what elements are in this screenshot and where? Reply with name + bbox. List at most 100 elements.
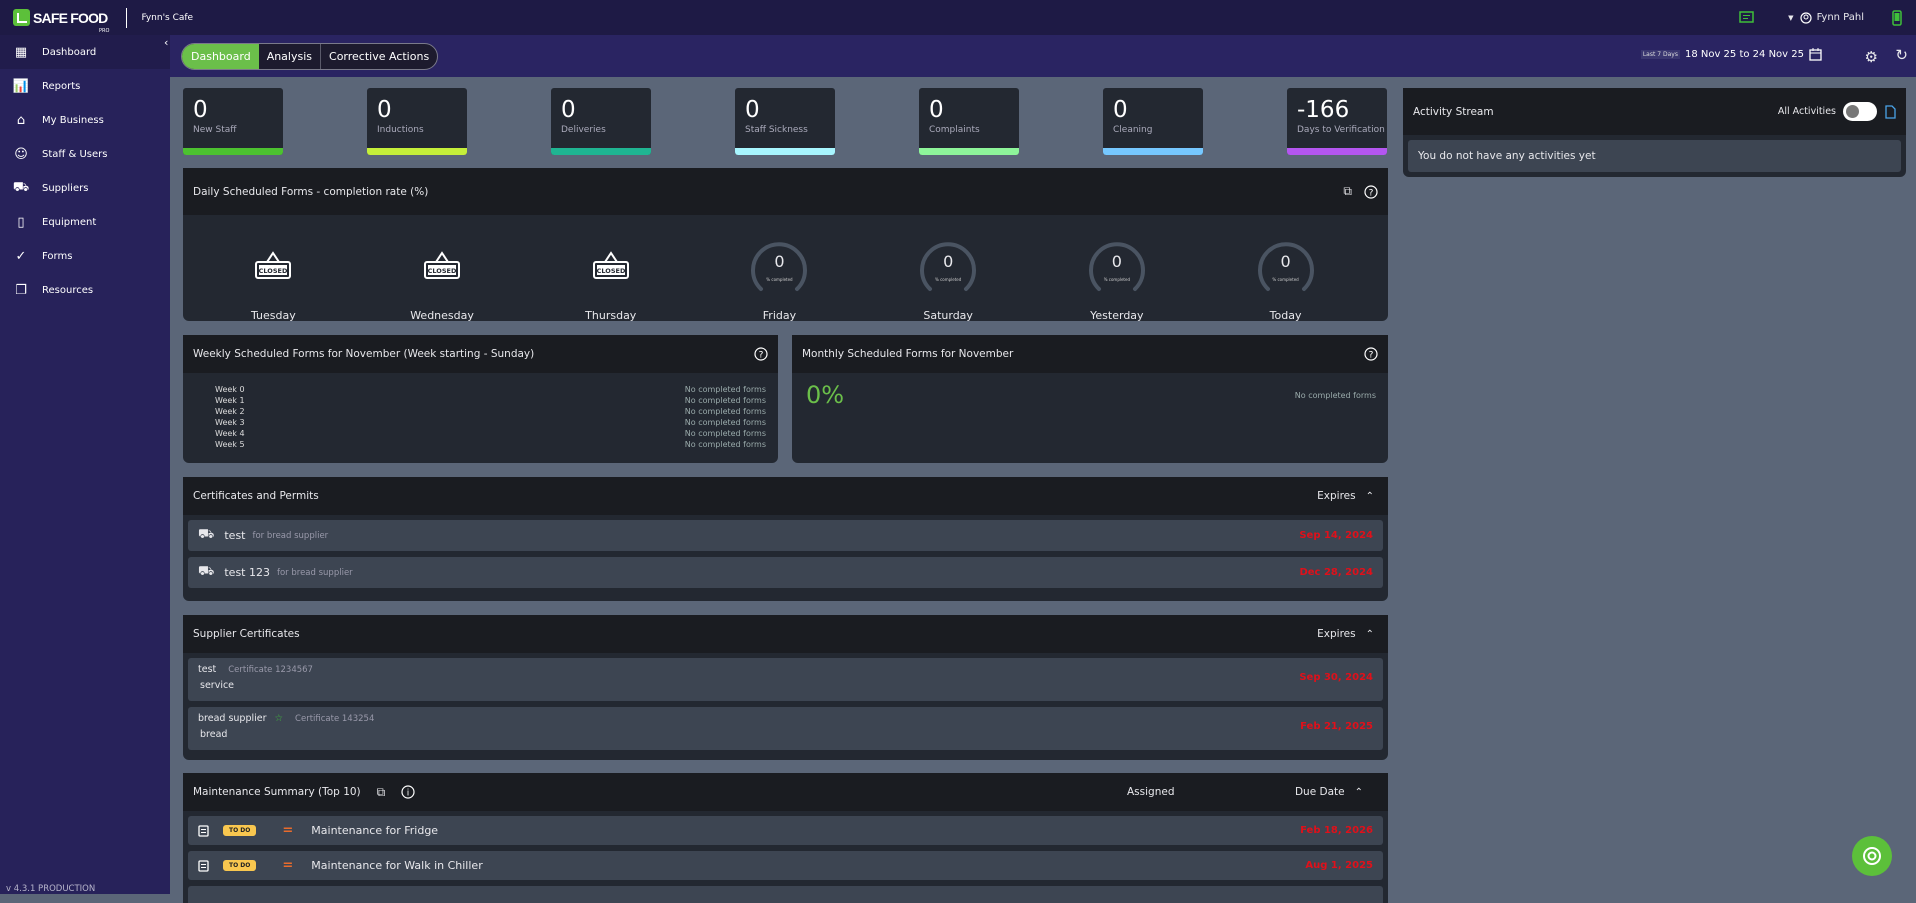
supplier-certificate-row[interactable]: test Certificate 1234567 service Sep 30, 20… xyxy=(188,658,1383,701)
stat-card[interactable]: 0 Complaints xyxy=(919,88,1019,155)
panel-title: Monthly Scheduled Forms for November xyxy=(802,348,1014,360)
stat-label: Staff Sickness xyxy=(745,125,808,135)
tab-dashboard[interactable]: Dashboard xyxy=(182,44,259,69)
day-name: Today xyxy=(1269,309,1302,321)
stat-card[interactable]: 0 Cleaning xyxy=(1103,88,1203,155)
dropdown-caret-icon[interactable]: ▼ xyxy=(1788,13,1794,22)
stat-label: Complaints xyxy=(929,125,980,135)
help-icon[interactable]: ? xyxy=(1364,347,1378,361)
sort-expires[interactable]: Expires ⌃ xyxy=(1317,490,1374,502)
weekly-forms-panel: Weekly Scheduled Forms for November (Wee… xyxy=(183,335,778,463)
sidebar: ▦ Dashboard 📊 Reports ⌂ My Business ☺ Staff & U… xyxy=(0,35,170,894)
top-bar: SAFE FOOD PRO Fynn's Cafe ▼ Fynn Pahl xyxy=(0,0,1916,35)
sidebar-item-equipment[interactable]: ▯ Equipment xyxy=(0,205,170,239)
day-name: Friday xyxy=(762,309,797,321)
stat-label: Inductions xyxy=(377,125,424,135)
certificate-row[interactable]: ⛟ test 123 for bread supplier Dec 28, 2024 xyxy=(188,557,1383,588)
sidebar-item-label: Dashboard xyxy=(42,46,97,58)
tab-analysis[interactable]: Analysis xyxy=(266,50,313,63)
sidebar-item-staff-users[interactable]: ☺ Staff & Users xyxy=(0,137,170,171)
help-icon[interactable]: ? xyxy=(1364,184,1378,199)
status-badge: TO DO xyxy=(223,825,257,836)
version-label: v 4.3.1 PRODUCTION xyxy=(6,884,96,894)
stat-value: 0 xyxy=(745,97,760,123)
sort-expires[interactable]: Expires ⌃ xyxy=(1317,628,1374,640)
panel-title: Activity Stream xyxy=(1413,105,1494,118)
sort-label: Expires xyxy=(1317,628,1356,640)
logo[interactable]: SAFE FOOD PRO xyxy=(13,9,109,34)
sort-label: Expires xyxy=(1317,490,1356,502)
stat-card[interactable]: 0 Staff Sickness xyxy=(735,88,835,155)
date-preset: Last 7 Days xyxy=(1640,50,1680,59)
collapse-sidebar-icon[interactable]: ‹ xyxy=(164,36,169,49)
dashboard-icon: ▦ xyxy=(14,44,28,60)
week-name: Week 0 xyxy=(215,385,245,394)
open-external-icon[interactable]: ⧉ xyxy=(376,784,386,799)
monthly-percent: 0% xyxy=(806,381,845,409)
maintenance-panel: Maintenance Summary (Top 10) ⧉ i Assigne… xyxy=(183,773,1388,903)
sort-due-date[interactable]: Due Date ⌃ xyxy=(1295,786,1363,798)
message-icon[interactable] xyxy=(1739,11,1754,24)
sidebar-item-resources[interactable]: ❐ Resources xyxy=(0,273,170,307)
maintenance-row[interactable]: TO DO = Maintenance for Walk in Chiller Aug… xyxy=(188,851,1383,880)
stat-card[interactable]: 0 Deliveries xyxy=(551,88,651,155)
svg-text:CLOSED: CLOSED xyxy=(428,267,457,275)
date-range: 18 Nov 25 to 24 Nov 25 xyxy=(1684,49,1804,60)
help-chat-button[interactable] xyxy=(1852,836,1892,876)
stat-card[interactable]: 0 New Staff xyxy=(183,88,283,155)
stat-color-bar xyxy=(1287,148,1387,155)
stat-label: New Staff xyxy=(193,125,237,135)
settings-gear-icon[interactable]: ⚙ xyxy=(1864,48,1878,66)
info-icon[interactable]: i xyxy=(401,785,415,799)
sidebar-item-dashboard[interactable]: ▦ Dashboard xyxy=(0,35,170,69)
stat-card[interactable]: -166 Days to Verification xyxy=(1287,88,1387,155)
tab-corrective-actions[interactable]: Corrective Actions xyxy=(320,44,437,69)
priority-medium-icon: = xyxy=(282,858,294,873)
stat-value: 0 xyxy=(561,97,576,123)
sort-label: Due Date xyxy=(1294,786,1345,798)
truck-icon: ⛟ xyxy=(198,564,215,579)
svg-text:i: i xyxy=(407,789,410,799)
user-name[interactable]: Fynn Pahl xyxy=(1816,12,1864,23)
day-name: Thursday xyxy=(585,309,637,321)
stat-value: -166 xyxy=(1297,97,1350,123)
calendar-icon[interactable] xyxy=(1809,48,1822,61)
day-item: 0 % completed Friday xyxy=(719,215,839,321)
day-item: 0 % completed Today xyxy=(1226,215,1346,321)
open-external-icon[interactable]: ⧉ xyxy=(1343,184,1352,198)
day-item: CLOSED Thursday xyxy=(551,215,671,321)
sidebar-item-my-business[interactable]: ⌂ My Business xyxy=(0,103,170,137)
closed-sign-icon: CLOSED xyxy=(255,251,292,279)
logo-text: SAFE FOOD xyxy=(33,9,108,26)
certificate-name: test xyxy=(224,529,246,542)
due-date: Feb 18, 2026 xyxy=(1300,825,1373,836)
closed-sign-icon: CLOSED xyxy=(424,251,461,279)
star-icon[interactable]: ☆ xyxy=(274,713,284,724)
week-row: Week 2 No completed forms xyxy=(183,406,778,417)
sidebar-item-suppliers[interactable]: ⛟ Suppliers xyxy=(0,171,170,205)
maintenance-row[interactable]: TO DO = Maintenance for Fridge Feb 18, 2026 xyxy=(188,816,1383,845)
all-activities-toggle[interactable] xyxy=(1843,102,1877,121)
check-circle-icon: ✓ xyxy=(15,248,27,264)
sidebar-item-reports[interactable]: 📊 Reports xyxy=(0,69,170,103)
completion-gauge xyxy=(920,242,977,291)
week-name: Week 1 xyxy=(215,396,245,405)
maintenance-name: Maintenance for Walk in Chiller xyxy=(311,859,483,872)
maintenance-name: Maintenance for Fridge xyxy=(311,824,439,837)
maintenance-row[interactable] xyxy=(188,886,1383,903)
help-icon[interactable]: ? xyxy=(754,347,768,361)
activity-empty: You do not have any activities yet xyxy=(1408,140,1901,172)
document-icon[interactable] xyxy=(1885,104,1896,119)
supplier-certificate-row[interactable]: bread supplier ☆ Certificate 143254 bread Fe… xyxy=(188,707,1383,750)
chevron-up-icon: ⌃ xyxy=(1354,786,1363,798)
sidebar-item-forms[interactable]: ✓ Forms xyxy=(0,239,170,273)
certificate-row[interactable]: ⛟ test for bread supplier Sep 14, 2024 xyxy=(188,520,1383,551)
chevron-up-icon: ⌃ xyxy=(1365,628,1374,640)
date-range-picker[interactable]: Last 7 Days 18 Nov 25 to 24 Nov 25 xyxy=(1640,48,1822,61)
assigned-column[interactable]: Assigned xyxy=(1127,786,1175,798)
stat-card[interactable]: 0 Inductions xyxy=(367,88,467,155)
truck-icon: ⛟ xyxy=(12,179,30,195)
expiry-date: Sep 30, 2024 xyxy=(1299,672,1373,683)
mobile-icon[interactable] xyxy=(1892,9,1902,26)
refresh-icon[interactable]: ↻ xyxy=(1895,46,1908,64)
